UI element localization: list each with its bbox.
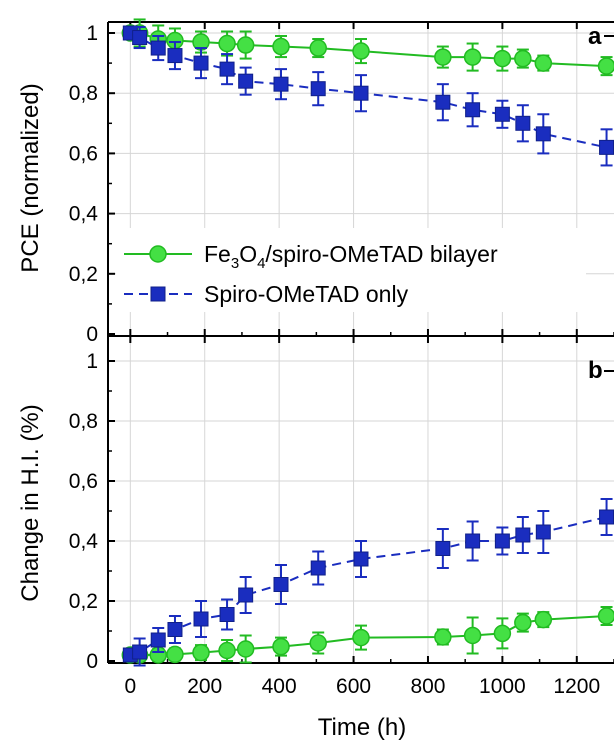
data-point-square	[535, 126, 551, 142]
data-point-circle	[434, 48, 452, 66]
data-point-circle	[166, 645, 184, 664]
data-point-square	[193, 611, 209, 627]
y-tick-label: 0,2	[69, 263, 98, 286]
y-tick-label: 1	[86, 350, 98, 373]
data-point-square	[273, 76, 289, 92]
data-point-circle	[514, 613, 532, 632]
data-point-square	[132, 644, 148, 660]
legend-marker-spiro	[150, 286, 166, 302]
y-tick-label: 0,2	[69, 590, 98, 613]
data-point-square	[132, 30, 148, 46]
legend-subscript: 4	[257, 255, 265, 272]
y-tick-label: 0	[86, 650, 98, 673]
y-tick-label: 0,6	[69, 470, 98, 493]
data-point-square	[435, 94, 451, 110]
y-tick-label: 0,6	[69, 142, 98, 165]
data-point-circle	[597, 57, 614, 75]
data-point-circle	[309, 634, 327, 652]
data-point-square	[310, 81, 326, 97]
series-line-spiro-only	[129, 516, 607, 656]
data-point-square	[167, 48, 183, 64]
data-point-circle	[514, 49, 532, 68]
data-point-square	[219, 607, 235, 622]
x-tick-label: 600	[336, 675, 371, 698]
legend-label-spiro: Spiro-OMeTAD only	[204, 281, 409, 307]
data-point-square	[515, 115, 531, 131]
legend-subscript: 3	[231, 255, 239, 272]
data-point-square	[167, 622, 183, 637]
data-point-circle	[493, 49, 512, 68]
data-point-circle	[272, 637, 290, 656]
legend-label-bilayer: Fe3O4/spiro-OMeTAD bilayer	[204, 241, 498, 272]
data-point-circle	[236, 36, 255, 54]
data-point-square	[353, 85, 369, 101]
data-point-circle	[597, 607, 614, 625]
data-point-square	[535, 524, 551, 540]
data-point-circle	[218, 641, 236, 660]
panel-b-ylabel: Change in H.I. (%)	[17, 404, 44, 601]
x-tick-label: 0	[124, 675, 136, 698]
data-point-square	[435, 541, 451, 556]
x-tick-label: 200	[187, 675, 222, 698]
data-point-circle	[534, 610, 553, 629]
x-axis-title: Time (h)	[318, 714, 406, 741]
data-point-circle	[218, 34, 236, 53]
data-point-square	[238, 73, 254, 89]
legend: Fe3O4/spiro-OMeTAD bilayer Spiro-OMeTAD o…	[116, 228, 586, 312]
y-tick-label: 0,4	[69, 203, 99, 226]
panel-a: 0 0,2 0,4 0,6 0,8 1	[69, 18, 614, 346]
data-point-square	[465, 533, 481, 549]
data-point-circle	[463, 48, 482, 66]
y-tick-label: 0,8	[69, 82, 98, 105]
legend-marker-bilayer	[149, 245, 167, 263]
y-tick-label: 0,4	[69, 530, 99, 553]
data-point-square	[494, 106, 510, 122]
panel-a-letter: a	[588, 23, 602, 50]
data-point-square	[515, 527, 531, 543]
data-point-circle	[192, 643, 210, 662]
data-point-square	[310, 560, 326, 576]
x-tick-label: 800	[410, 675, 445, 698]
legend-text-part: Fe	[204, 241, 231, 267]
data-point-circle	[236, 640, 255, 658]
y-tick-label: 0	[86, 323, 98, 346]
data-point-circle	[352, 42, 370, 60]
data-point-circle	[534, 54, 553, 72]
x-tick-label: 1000	[479, 675, 526, 698]
panel-a-ylabel: PCE (normalized)	[17, 83, 44, 272]
x-tick-label: 400	[262, 675, 297, 698]
legend-text-part: O	[239, 241, 257, 267]
panel-b: 0 0,2 0,4 0,6 0,8 1 0 200 400 600 800 1000 1200	[69, 336, 614, 698]
data-point-circle	[493, 624, 512, 643]
y-tick-label: 0,8	[69, 410, 98, 433]
panel-b-letter: b	[588, 357, 603, 384]
data-point-square	[150, 40, 166, 56]
data-point-square	[599, 139, 614, 155]
data-point-square	[465, 102, 481, 118]
data-point-circle	[309, 39, 327, 57]
y-tick-label: 1	[86, 22, 98, 45]
legend-text-part: /spiro-OMeTAD bilayer	[265, 241, 498, 267]
legend-background	[116, 228, 586, 312]
data-point-square	[193, 55, 209, 71]
data-point-square	[494, 533, 510, 549]
x-tick-label: 1200	[553, 675, 600, 698]
data-point-circle	[352, 628, 370, 647]
data-point-square	[599, 509, 614, 525]
series-line-spiro-only	[129, 32, 607, 149]
data-point-circle	[272, 37, 290, 56]
data-point-square	[219, 61, 235, 77]
data-point-circle	[434, 628, 452, 646]
data-point-square	[238, 587, 254, 603]
data-point-square	[273, 577, 289, 592]
data-point-square	[150, 632, 166, 648]
data-point-circle	[463, 626, 482, 645]
data-point-square	[353, 551, 369, 567]
